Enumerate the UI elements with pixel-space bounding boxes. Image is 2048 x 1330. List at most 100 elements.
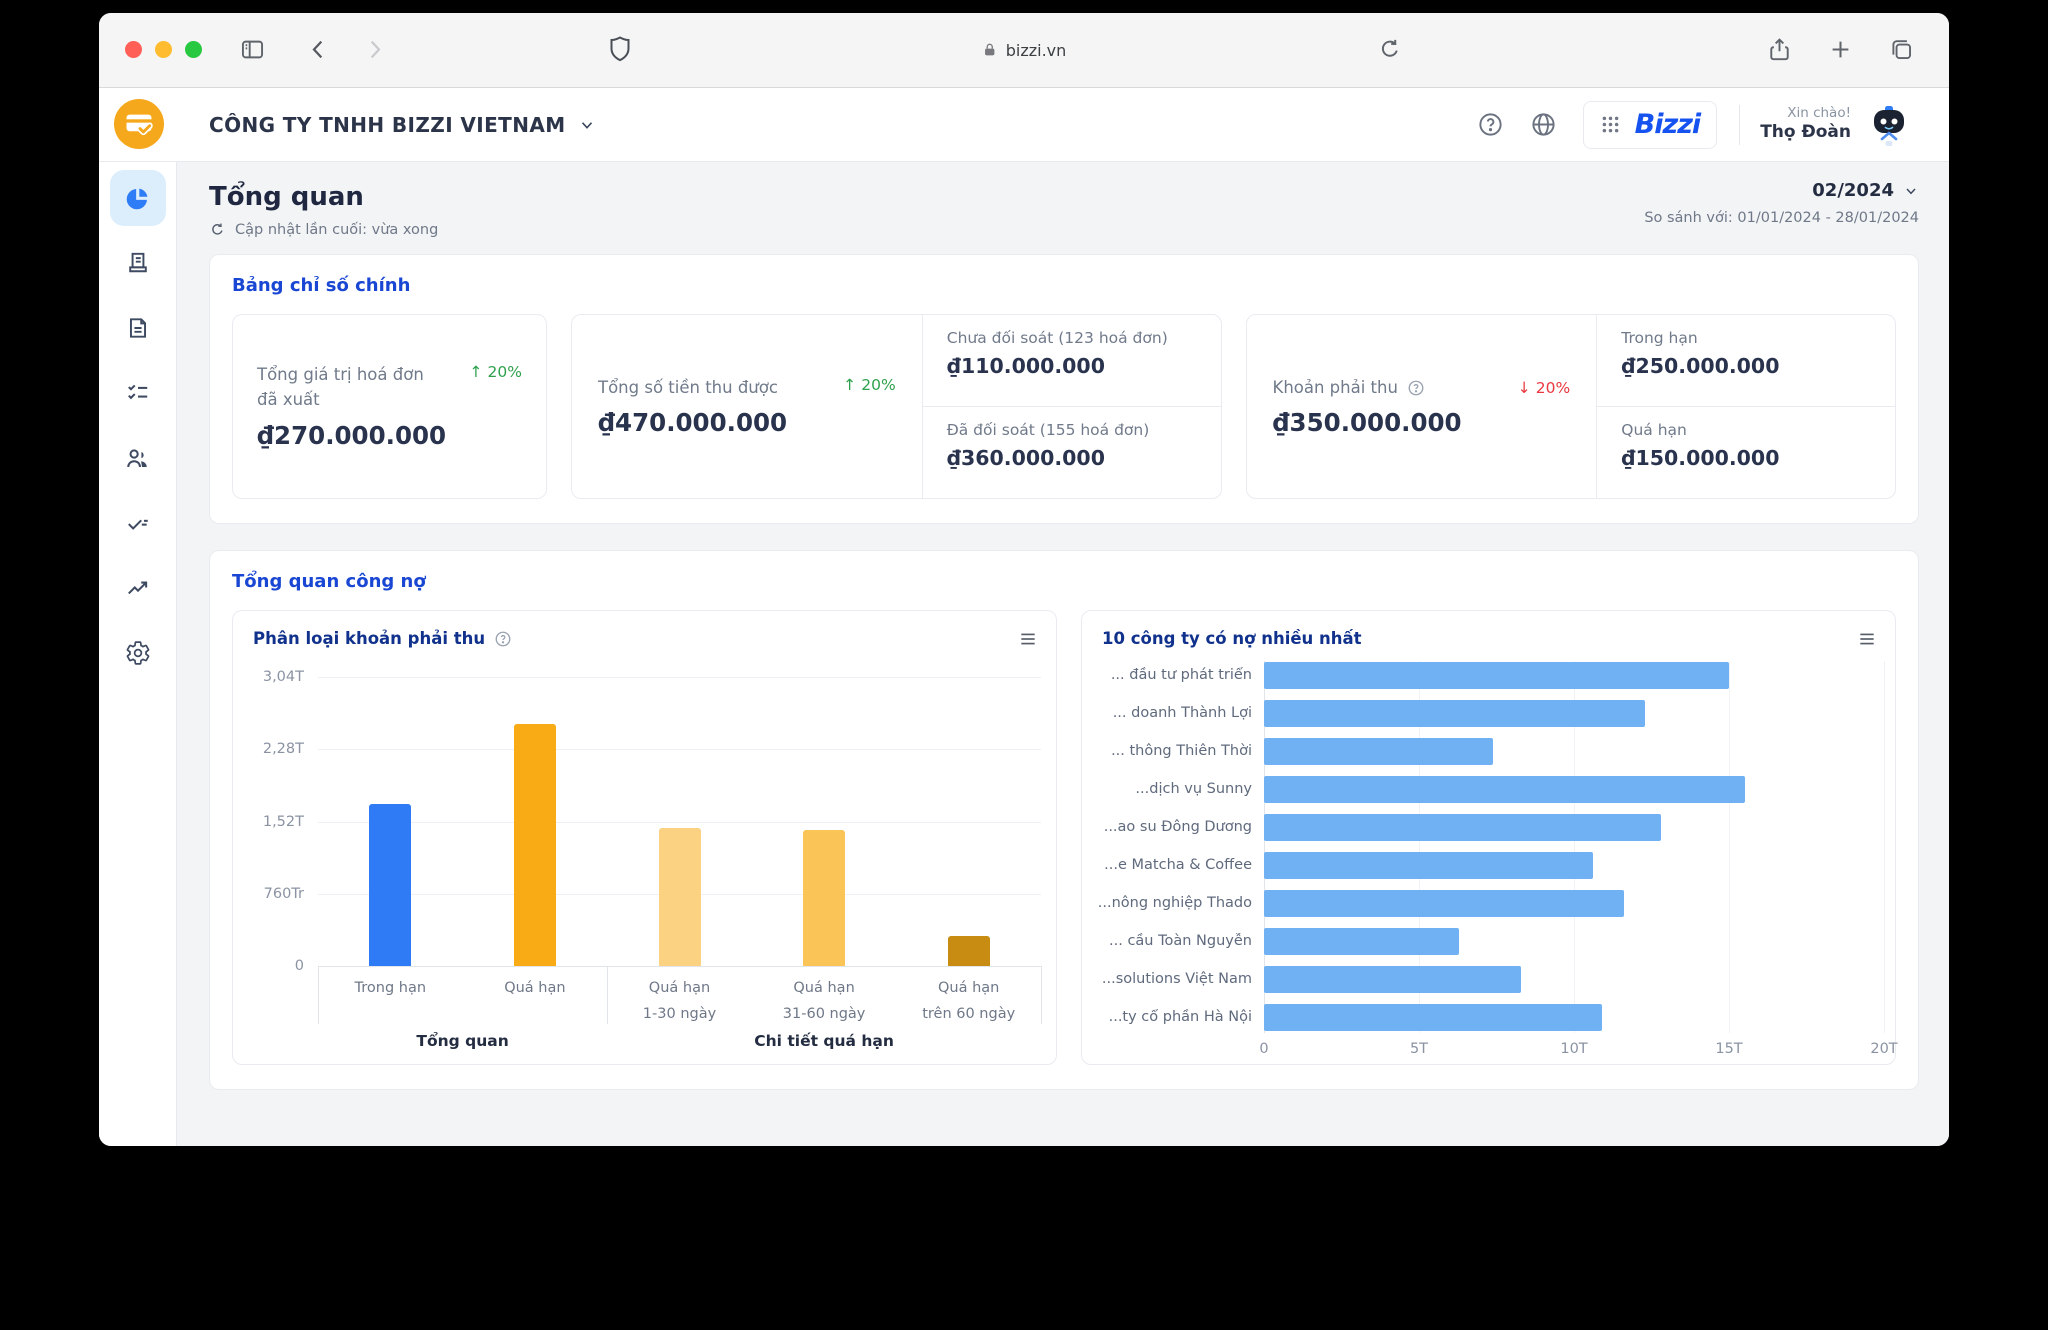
chart-title: Phân loại khoản phải thu xyxy=(253,629,486,648)
back-icon[interactable] xyxy=(305,36,332,63)
sidebar-item-settings[interactable] xyxy=(110,625,166,681)
app-header: CÔNG TY TNHH BIZZI VIETNAM Bizzi xyxy=(99,88,1949,162)
sub-label: Đã đối soát (155 hoá đơn) xyxy=(946,421,1150,439)
bar-7[interactable] xyxy=(1264,889,1624,917)
reload-icon[interactable] xyxy=(1377,36,1403,62)
kpi-sub-unreconciled: Chưa đối soát (123 hoá đơn) ₫110.000.000 xyxy=(922,315,1221,407)
chart-menu-icon[interactable] xyxy=(1857,629,1877,649)
refresh-icon[interactable] xyxy=(209,221,226,238)
company-selector[interactable]: CÔNG TY TNHH BIZZI VIETNAM xyxy=(209,88,596,161)
key-metrics-title: Bảng chỉ số chính xyxy=(232,275,411,296)
bar-9[interactable] xyxy=(1264,965,1522,993)
arrow-up-icon: ↑ xyxy=(843,375,857,394)
period-selector[interactable]: 02/2024 xyxy=(1644,180,1919,201)
sidebar-toggle-icon[interactable] xyxy=(239,36,266,63)
bar-Quá hạn-31-60 ngày[interactable] xyxy=(803,830,846,966)
top-debtors-chart-card: 10 công ty có nợ nhiều nhất 0 5T 10T 15T 20T… xyxy=(1081,610,1898,1065)
sidebar-item-reports[interactable] xyxy=(110,560,166,616)
kpi-card-receivables: Khoản phải thu ↓ 20% ₫350.000.000 xyxy=(1245,314,1896,499)
bar-Quá hạn-1-30 ngày[interactable] xyxy=(658,828,701,966)
privacy-shield-icon[interactable] xyxy=(605,34,635,64)
axis-group-label: Chi tiết quá hạn xyxy=(754,1032,894,1050)
bar-Quá hạn[interactable] xyxy=(513,723,556,966)
sidebar-item-tasks[interactable] xyxy=(110,365,166,421)
greeting-text: Xin chào! xyxy=(1787,105,1851,122)
users-icon xyxy=(127,448,147,467)
last-updated-text: Cập nhật lần cuối: vừa xong xyxy=(235,221,439,238)
receivables-classification-chart: 3,04T 2,28T 1,52T 760Tr 0 Trong hạn Quá hạn Quá… xyxy=(233,661,1056,1064)
axis-group-label: Tổng quan xyxy=(416,1032,509,1050)
receivables-classification-chart-card: Phân loại khoản phải thu 3,04T 2,28T 1,52T… xyxy=(232,610,1057,1065)
sidebar-item-dashboard[interactable] xyxy=(109,170,166,226)
company-logo[interactable] xyxy=(114,99,164,149)
x-axis-tick-label: 0 xyxy=(1259,1041,1269,1057)
debt-overview-title: Tổng quan công nợ xyxy=(232,571,426,592)
period-value: 02/2024 xyxy=(1812,180,1894,201)
tab-overview-icon[interactable] xyxy=(1888,36,1915,63)
sidebar-item-approvals[interactable] xyxy=(110,495,166,551)
gridline xyxy=(1264,661,1265,1033)
close-window-button[interactable] xyxy=(125,41,142,58)
sub-value: ₫110.000.000 xyxy=(946,354,1105,378)
bar-10[interactable] xyxy=(1264,1003,1602,1031)
x-axis-category-label: Quá hạn 1-30 ngày xyxy=(642,980,717,1023)
trend-up-icon xyxy=(127,581,147,595)
x-axis-tick-label: 20T xyxy=(1870,1041,1898,1057)
company-label: ...solutions Việt Nam xyxy=(1101,971,1252,987)
y-axis-tick-label: 760Tr xyxy=(263,885,304,902)
minimize-window-button[interactable] xyxy=(155,41,172,58)
x-axis-category-label: Quá hạn xyxy=(504,980,566,996)
fullscreen-window-button[interactable] xyxy=(185,41,202,58)
delta-badge: ↓ 20% xyxy=(1517,379,1571,397)
top-debtors-chart: 0 5T 10T 15T 20T ... đầu tư phát triển ... doa… xyxy=(1082,661,1898,1064)
bar-Trong hạn[interactable] xyxy=(369,804,412,966)
language-globe-icon[interactable] xyxy=(1530,111,1557,138)
sidebar-item-customers[interactable] xyxy=(110,430,166,486)
chart-menu-icon[interactable] xyxy=(1018,629,1038,649)
bar-8[interactable] xyxy=(1264,927,1460,955)
axis-divider xyxy=(607,966,609,1024)
apps-grid-icon xyxy=(1602,116,1619,133)
gridline xyxy=(318,749,1041,751)
gridline xyxy=(318,821,1041,823)
help-icon[interactable] xyxy=(1477,111,1504,138)
sub-value: ₫250.000.000 xyxy=(1621,354,1780,378)
bar-6[interactable] xyxy=(1264,851,1593,879)
help-circle-icon[interactable] xyxy=(494,630,512,648)
kpi-card-invoices-issued: Tổng giá trị hoá đơn đã xuất ↑ 20% ₫270.… xyxy=(232,314,547,499)
help-circle-icon[interactable] xyxy=(1407,379,1425,397)
gridline xyxy=(1419,661,1420,1033)
sidebar-item-invoices[interactable] xyxy=(110,235,166,291)
bar-5[interactable] xyxy=(1264,813,1661,841)
main-content: Tổng quan Cập nhật lần cuối: vừa xong 02… xyxy=(177,162,1949,1146)
new-tab-icon[interactable] xyxy=(1827,36,1854,63)
check-lines-icon xyxy=(127,519,148,530)
gridline xyxy=(318,677,1041,678)
pie-chart-icon xyxy=(126,188,148,209)
delta-badge: ↑ 20% xyxy=(843,375,896,394)
gridline xyxy=(1729,661,1730,1033)
x-axis-tick-label: 10T xyxy=(1560,1041,1588,1057)
y-axis-tick-label: 2,28T xyxy=(262,741,304,758)
arrow-up-icon: ↑ xyxy=(469,363,483,382)
checklist-icon xyxy=(127,384,147,400)
bar-Quá hạn-trên 60 ngày[interactable] xyxy=(947,935,990,966)
kpi-label: Tổng giá trị hoá đơn đã xuất xyxy=(257,365,424,409)
chart-title: 10 công ty có nợ nhiều nhất xyxy=(1102,629,1362,648)
sub-value: ₫360.000.000 xyxy=(946,446,1105,470)
bar-3[interactable] xyxy=(1264,737,1494,765)
sidebar-item-documents[interactable] xyxy=(110,300,166,356)
share-icon[interactable] xyxy=(1766,36,1793,63)
user-greeting: Xin chào! Thọ Đoàn xyxy=(1760,105,1851,143)
bar-1[interactable] xyxy=(1264,661,1729,689)
bar-2[interactable] xyxy=(1264,699,1646,727)
company-label: ... thông Thiên Thời xyxy=(1111,743,1252,759)
lock-icon xyxy=(985,43,995,56)
bar-4[interactable] xyxy=(1264,775,1745,803)
divider xyxy=(1739,104,1741,145)
forward-icon[interactable] xyxy=(361,36,388,63)
address-bar[interactable]: bizzi.vn xyxy=(982,13,1066,87)
x-axis-tick-label: 5T xyxy=(1409,1041,1429,1057)
bizzi-apps-button[interactable]: Bizzi xyxy=(1582,100,1718,149)
avatar[interactable] xyxy=(1865,101,1913,149)
